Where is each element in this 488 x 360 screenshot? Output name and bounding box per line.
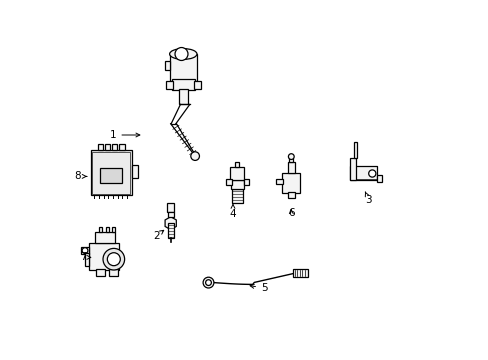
Circle shape xyxy=(368,170,375,177)
FancyBboxPatch shape xyxy=(132,165,138,178)
Circle shape xyxy=(190,152,199,161)
FancyBboxPatch shape xyxy=(179,89,188,104)
Circle shape xyxy=(103,248,124,270)
FancyBboxPatch shape xyxy=(171,79,194,90)
Text: 2: 2 xyxy=(153,230,163,241)
FancyBboxPatch shape xyxy=(226,179,231,185)
FancyBboxPatch shape xyxy=(119,144,124,150)
FancyBboxPatch shape xyxy=(230,180,244,189)
Text: 8: 8 xyxy=(74,171,86,181)
FancyBboxPatch shape xyxy=(354,142,356,158)
FancyBboxPatch shape xyxy=(276,179,283,184)
FancyBboxPatch shape xyxy=(288,158,293,162)
FancyBboxPatch shape xyxy=(109,269,118,276)
FancyBboxPatch shape xyxy=(230,167,244,180)
FancyBboxPatch shape xyxy=(81,247,89,254)
Circle shape xyxy=(175,48,187,60)
FancyBboxPatch shape xyxy=(99,227,102,232)
Circle shape xyxy=(82,248,88,253)
FancyBboxPatch shape xyxy=(167,223,173,238)
Text: 4: 4 xyxy=(229,204,236,219)
FancyBboxPatch shape xyxy=(167,212,173,217)
FancyBboxPatch shape xyxy=(164,61,170,70)
Circle shape xyxy=(205,280,211,285)
FancyBboxPatch shape xyxy=(287,192,294,198)
FancyBboxPatch shape xyxy=(231,189,242,203)
FancyBboxPatch shape xyxy=(292,269,307,277)
FancyBboxPatch shape xyxy=(96,269,104,276)
FancyBboxPatch shape xyxy=(112,227,115,232)
FancyBboxPatch shape xyxy=(376,175,382,182)
Text: 7: 7 xyxy=(80,252,91,262)
FancyBboxPatch shape xyxy=(235,162,239,167)
Text: 5: 5 xyxy=(249,283,267,293)
FancyBboxPatch shape xyxy=(100,168,122,183)
FancyBboxPatch shape xyxy=(349,166,376,180)
Text: 3: 3 xyxy=(365,192,371,205)
Circle shape xyxy=(288,154,294,159)
Text: 1: 1 xyxy=(110,130,140,140)
FancyBboxPatch shape xyxy=(88,243,119,270)
FancyBboxPatch shape xyxy=(282,173,300,193)
FancyBboxPatch shape xyxy=(244,179,248,185)
Circle shape xyxy=(107,253,120,266)
FancyBboxPatch shape xyxy=(104,144,110,150)
Polygon shape xyxy=(165,217,176,230)
FancyBboxPatch shape xyxy=(95,232,115,243)
FancyBboxPatch shape xyxy=(112,144,117,150)
FancyBboxPatch shape xyxy=(166,81,172,89)
FancyBboxPatch shape xyxy=(194,81,200,89)
Circle shape xyxy=(203,277,213,288)
Ellipse shape xyxy=(169,49,197,59)
FancyBboxPatch shape xyxy=(98,144,103,150)
FancyBboxPatch shape xyxy=(90,150,132,195)
FancyBboxPatch shape xyxy=(169,54,197,81)
FancyBboxPatch shape xyxy=(349,158,356,180)
FancyBboxPatch shape xyxy=(85,253,89,266)
Text: 6: 6 xyxy=(287,208,294,218)
FancyBboxPatch shape xyxy=(106,227,108,232)
FancyBboxPatch shape xyxy=(167,203,174,212)
FancyBboxPatch shape xyxy=(287,162,294,173)
